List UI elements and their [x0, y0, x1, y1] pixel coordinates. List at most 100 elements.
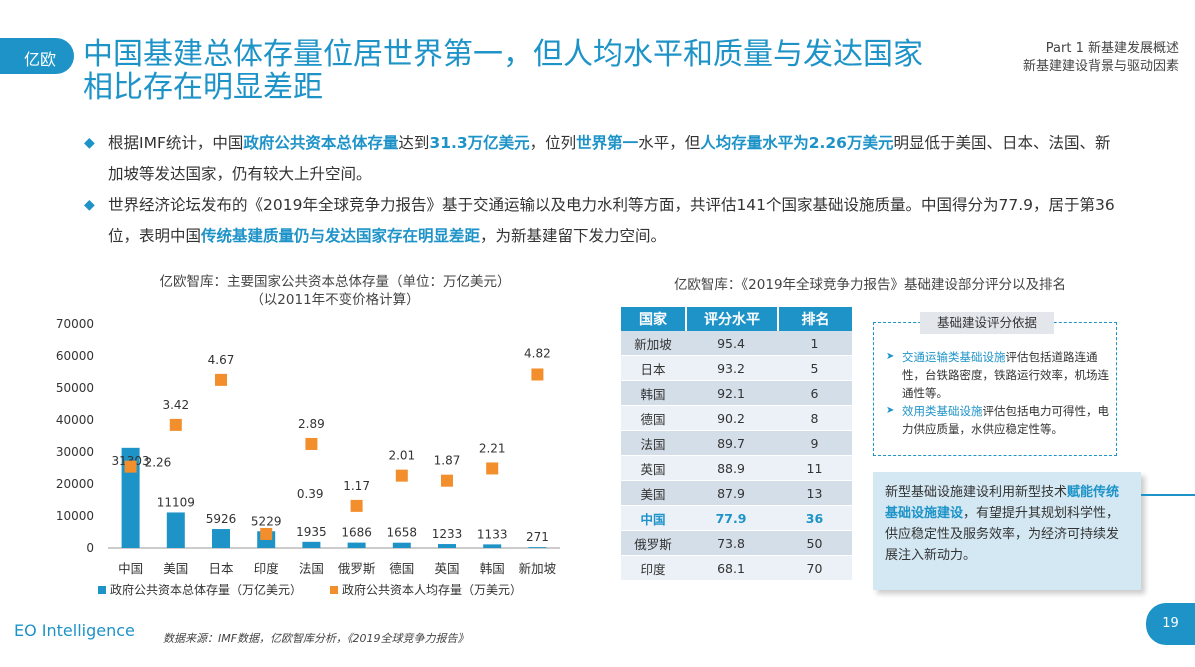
- cell-score: 92.1: [685, 381, 777, 406]
- cell-rank: 6: [777, 381, 852, 406]
- page-title: 中国基建总体存量位居世界第一，但人均水平和质量与发达国家相比存在明显差距: [83, 37, 923, 105]
- bar-value-label: 5229: [251, 514, 282, 528]
- bar: [166, 512, 185, 548]
- table-row: 俄罗斯 73.8 50: [621, 531, 852, 556]
- point: [169, 418, 182, 431]
- legend-label-percapita: 政府公共资本人均存量（万美元）: [342, 582, 522, 597]
- cell-score: 87.9: [685, 481, 777, 506]
- point: [395, 469, 408, 482]
- point-value-label: 3.42: [162, 398, 189, 412]
- x-tick-label: 中国: [118, 561, 143, 576]
- x-tick-label: 美国: [163, 561, 188, 576]
- bar: [302, 541, 321, 548]
- footer-brand: EO Intelligence: [14, 621, 135, 640]
- x-tick-label: 德国: [389, 561, 414, 576]
- cell-score: 68.1: [685, 556, 777, 581]
- cell-country: 日本: [621, 356, 685, 381]
- table-header-row: 国家 评分水平 排名: [621, 307, 852, 331]
- table-row: 韩国 92.1 6: [621, 381, 852, 406]
- bullet-segment: 世界经济论坛发布的《2019年全球竞争力报告》基于交通运输以及电力水利等方面，共…: [108, 196, 1115, 245]
- cell-score: 90.2: [685, 406, 777, 431]
- basis-item-1: ➤ 交通运输类基础设施评估包括道路连通性，台铁路密度，铁路运行效率，机场连通性等…: [886, 348, 1112, 402]
- bar-value-label: 1133: [477, 527, 508, 541]
- table-row: 英国 88.9 11: [621, 456, 852, 481]
- bullet-text-2: 世界经济论坛发布的《2019年全球竞争力报告》基于交通运输以及电力水利等方面，共…: [108, 196, 1115, 245]
- x-tick-label: 法国: [299, 561, 324, 576]
- point-value-label: 2.01: [388, 449, 415, 463]
- basis-item-1-text: 评估包括道路连通性，台铁路密度，铁路运行效率，机场连通性等。: [902, 350, 1109, 400]
- note-text-pre: 新型基础设施建设利用新型技术: [885, 485, 1068, 500]
- bar: [392, 542, 411, 548]
- cell-rank: 11: [777, 456, 852, 481]
- point: [350, 499, 363, 512]
- section-part: Part 1 新基建发展概述: [1045, 41, 1179, 56]
- bar: [347, 542, 366, 548]
- cell-score: 88.9: [685, 456, 777, 481]
- y-tick-label: 60000: [56, 349, 94, 363]
- x-tick-label: 俄罗斯: [338, 561, 376, 576]
- cell-country: 中国: [621, 506, 685, 531]
- cell-score: 93.2: [685, 356, 777, 381]
- cell-country: 新加坡: [621, 331, 685, 356]
- logo: 亿欧: [0, 38, 74, 74]
- bullet-segment: ，为新基建留下发力空间。: [480, 227, 667, 245]
- y-tick-label: 0: [86, 541, 94, 555]
- table-header-rank: 排名: [777, 307, 852, 331]
- bullet-highlight: 政府公共资本总体存量: [243, 134, 399, 152]
- table-row: 印度 68.1 70: [621, 556, 852, 581]
- chart-title: 亿欧智库：主要国家公共资本总体存量（单位：万亿美元） （以2011年不变价格计算…: [100, 273, 570, 309]
- cell-rank: 50: [777, 531, 852, 556]
- basis-item-2: ➤ 效用类基础设施评估包括电力可得性，电力供应质量，水供应稳定性等。: [886, 402, 1112, 438]
- y-tick-label: 10000: [56, 509, 94, 523]
- bullet-list: ◆ 根据IMF统计，中国政府公共资本总体存量达到31.3万亿美元，位列世界第一水…: [82, 128, 1122, 252]
- bar-value-label: 1686: [341, 526, 372, 540]
- basis-label: 基础建设评分依据: [920, 312, 1054, 334]
- diamond-icon: ◆: [84, 135, 95, 151]
- capital-stock-chart: 0100002000030000400005000060000700003130…: [56, 317, 560, 597]
- cell-country: 德国: [621, 406, 685, 431]
- bar: [212, 529, 230, 548]
- cell-rank: 36: [777, 506, 852, 531]
- cell-country: 印度: [621, 556, 685, 581]
- bar: [528, 547, 547, 548]
- bullet-segment: 达到: [398, 134, 430, 152]
- cell-country: 美国: [621, 481, 685, 506]
- point: [305, 437, 318, 450]
- diamond-icon: ◆: [84, 197, 95, 213]
- cell-score: 73.8: [685, 531, 777, 556]
- note-text-post: ，有望提升其规划科学性，供应稳定性及服务效率，为经济可持续发展注入新动力。: [885, 506, 1120, 563]
- table-header-score: 评分水平: [685, 307, 777, 331]
- point: [531, 368, 544, 381]
- point-value-label: 2.26: [145, 456, 172, 470]
- x-tick-label: 韩国: [480, 561, 505, 576]
- table-row: 日本 93.2 5: [621, 356, 852, 381]
- bullet-text-1: 根据IMF统计，中国政府公共资本总体存量达到31.3万亿美元，位列世界第一水平，…: [108, 134, 1110, 183]
- point-value-label: 1.17: [343, 479, 370, 493]
- table-title: 亿欧智库：《2019年全球竞争力报告》基础建设部分评分以及排名: [673, 277, 1067, 293]
- point: [215, 373, 227, 386]
- bar-value-label: 271: [526, 530, 549, 544]
- cell-country: 韩国: [621, 381, 685, 406]
- basis-item-2-text: 评估包括电力可得性，电力供应质量，水供应稳定性等。: [902, 404, 1109, 436]
- cell-score: 77.9: [685, 506, 777, 531]
- basis-item-2-highlight: 效用类基础设施: [902, 404, 983, 418]
- note-highlight: 赋能传统基础设施建设: [885, 485, 1120, 521]
- point-value-label: 2.21: [479, 441, 506, 455]
- bullet-item-1: ◆ 根据IMF统计，中国政府公共资本总体存量达到31.3万亿美元，位列世界第一水…: [82, 128, 1122, 190]
- bar-value-label: 11109: [157, 495, 195, 509]
- table-row: 中国 77.9 36: [621, 506, 852, 531]
- table-row: 美国 87.9 13: [621, 481, 852, 506]
- point: [124, 460, 137, 473]
- bar-value-label: 1935: [296, 525, 327, 539]
- bullet-segment: 明显低于美国、日本、法国、新加坡等发达国家，仍有较大上升空间。: [108, 134, 1111, 183]
- arrow-right-icon: ➤: [886, 405, 895, 416]
- cell-rank: 5: [777, 356, 852, 381]
- legend-swatch-percapita: [330, 586, 338, 594]
- bullet-highlight: 31.3万亿美元: [429, 134, 530, 152]
- logo-text: 亿欧: [24, 50, 57, 69]
- page-number: 19: [1146, 603, 1195, 645]
- cell-rank: 13: [777, 481, 852, 506]
- arrow-right-icon: ➤: [886, 351, 895, 362]
- bullet-highlight: 传统基建质量仍与发达国家存在明显差距: [201, 227, 481, 245]
- point-value-label: 1.87: [434, 454, 461, 468]
